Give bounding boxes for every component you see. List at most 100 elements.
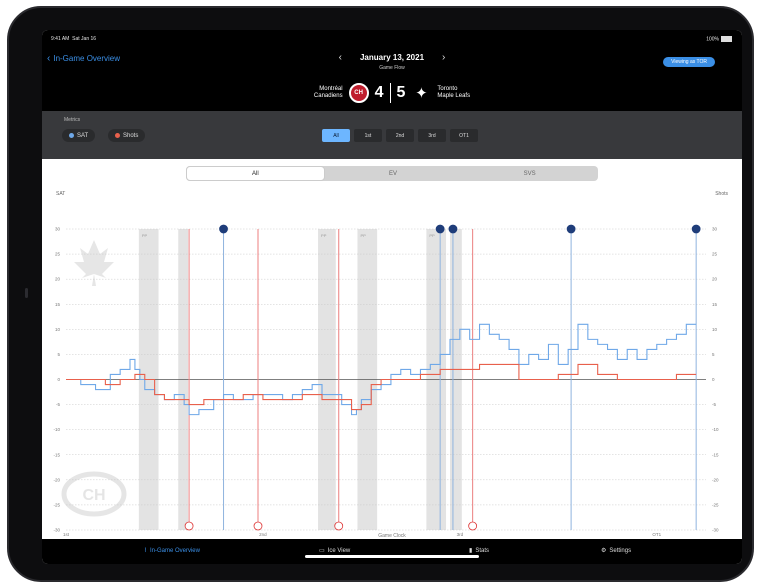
x-tick-label: 20:00 — [257, 538, 269, 539]
x-tick-label: 10:00 — [553, 538, 565, 539]
bottom-tab-bar: ⌇ In-Game Overview ▭ Ice View ▮ Stats ⚙ … — [42, 539, 742, 564]
x-tick-period-label: 2nd — [259, 532, 267, 537]
bar-chart-icon: ▮ — [469, 548, 473, 554]
period-1st[interactable]: 1st — [354, 129, 382, 142]
y-left-tick-label: -15 — [53, 452, 60, 457]
y-right-tick-label: 20 — [712, 277, 718, 282]
y-right-axis-label: Shots — [715, 191, 728, 197]
view-as-button[interactable]: Viewing as TOR — [663, 57, 715, 67]
series-line-shots — [66, 363, 697, 411]
status-date: Sat Jan 16 — [72, 36, 97, 42]
rink-icon: ▭ — [319, 548, 325, 554]
scoreboard: Montréal Canadiens CH 4 5 ✦ Toronto Mapl… — [42, 83, 742, 103]
metrics-label: Metrics — [64, 117, 81, 123]
period-ot1[interactable]: OT1 — [450, 129, 478, 142]
y-left-tick-label: 20 — [55, 277, 61, 282]
period-2nd[interactable]: 2nd — [386, 129, 414, 142]
gear-icon: ⚙ — [601, 548, 607, 554]
tab-stats[interactable]: ▮ Stats — [469, 547, 489, 555]
y-right-tick-label: -15 — [712, 452, 719, 457]
goal-marker-mtl — [184, 521, 194, 531]
chart-icon: ⌇ — [144, 548, 147, 554]
prev-game-chevron-icon[interactable]: ‹ — [338, 52, 342, 63]
y-right-tick-label: -20 — [712, 477, 719, 482]
maple-leafs-watermark-icon — [74, 240, 114, 286]
strength-tab-ev[interactable]: EV — [389, 170, 398, 177]
battery-percent: 100% — [706, 36, 719, 43]
penalty-label: PP — [321, 233, 327, 238]
tab-in-game-overview[interactable]: ⌇ In-Game Overview — [144, 547, 200, 555]
y-left-tick-label: 5 — [57, 352, 60, 357]
x-tick-period-label: 3rd — [457, 532, 464, 537]
goal-marker-tor — [435, 224, 445, 234]
game-flow-chart: PP PP PP PP SAT Shots Game Clock CH 30 30 25 2… — [53, 191, 728, 539]
y-right-tick-label: -30 — [712, 528, 719, 533]
home-team-name: Montréal Canadiens — [313, 86, 343, 99]
y-right-tick-label: -25 — [712, 502, 719, 507]
y-left-axis-label: SAT — [56, 191, 65, 197]
penalty-label: PP — [429, 233, 435, 238]
y-left-tick-label: 10 — [55, 327, 61, 332]
x-tick-label: 15:00 — [503, 538, 515, 539]
tablet-frame: 9:41 AM Sat Jan 16 100% ‹ In-Game Overvi… — [7, 6, 754, 582]
away-team-name: Toronto Maple Leafs — [437, 86, 471, 99]
date-navigator: ‹ January 13, 2021 › Game Flow — [42, 52, 742, 71]
canadiens-watermark-icon: CH — [61, 471, 127, 517]
series-line-sat — [66, 323, 697, 416]
y-right-tick-label: -5 — [712, 402, 716, 407]
strength-tab-all[interactable]: All — [186, 166, 325, 181]
tab-settings[interactable]: ⚙ Settings — [601, 547, 632, 555]
metric-label-shots: Shots — [123, 132, 139, 139]
sat-dot-icon — [69, 133, 74, 138]
x-tick-label: 20:00 — [60, 538, 72, 539]
y-right-tick-label: 0 — [712, 377, 715, 382]
y-right-tick-label: 5 — [712, 352, 715, 357]
y-left-tick-label: 25 — [55, 252, 61, 257]
y-right-tick-label: 15 — [712, 302, 718, 307]
goal-marker-tor — [691, 224, 701, 234]
score-divider — [389, 83, 391, 103]
period-selector: All 1st 2nd 3rd OT1 — [322, 129, 478, 142]
y-left-tick-label: -25 — [53, 502, 60, 507]
back-button[interactable]: ‹ In-Game Overview — [47, 53, 120, 64]
goal-marker-mtl — [334, 521, 344, 531]
back-label: In-Game Overview — [53, 54, 121, 63]
penalty-label: PP — [142, 233, 148, 238]
x-tick-label: 20:00 — [454, 538, 466, 539]
y-right-tick-label: 25 — [712, 252, 718, 257]
x-tick-label: 5:00 — [406, 538, 415, 539]
canadiens-logo-icon: CH — [348, 83, 369, 103]
metrics-bar: Metrics SAT Shots All 1st 2nd 3rd OT1 — [42, 111, 742, 159]
maple-leafs-logo-icon: ✦ — [411, 83, 432, 103]
x-tick-label: 5:00 — [652, 538, 661, 539]
next-game-chevron-icon[interactable]: › — [442, 52, 446, 63]
strength-tab-svs[interactable]: SVS — [523, 170, 536, 177]
goal-marker-tor — [566, 224, 576, 234]
tablet-camera — [25, 288, 28, 298]
x-tick-label: 15:00 — [307, 538, 319, 539]
goal-marker-tor — [448, 224, 458, 234]
y-left-tick-label: -5 — [56, 402, 60, 407]
x-tick-label: 5:00 — [603, 538, 612, 539]
x-tick-label: 15:00 — [110, 538, 122, 539]
chevron-left-icon: ‹ — [47, 53, 51, 64]
shots-dot-icon — [115, 133, 120, 138]
period-all[interactable]: All — [322, 129, 350, 142]
y-left-tick-label: 30 — [55, 227, 61, 232]
y-right-tick-label: 10 — [712, 327, 718, 332]
y-right-tick-label: 30 — [712, 227, 718, 232]
goal-marker-tor — [219, 224, 228, 234]
away-score: 5 — [396, 84, 406, 101]
metric-toggle-sat[interactable]: SAT — [62, 129, 96, 142]
period-3rd[interactable]: 3rd — [418, 129, 446, 142]
goal-marker-mtl — [468, 521, 478, 531]
y-left-tick-label: 0 — [57, 377, 60, 382]
goal-marker-mtl — [253, 521, 263, 531]
y-left-tick-label: -30 — [53, 528, 60, 533]
game-date: January 13, 2021 — [359, 53, 425, 62]
metric-toggle-shots[interactable]: Shots — [108, 129, 146, 142]
metric-label-sat: SAT — [77, 132, 89, 139]
home-score: 4 — [374, 84, 384, 101]
y-right-tick-label: -10 — [712, 427, 719, 432]
tab-ice-view[interactable]: ▭ Ice View — [319, 547, 351, 555]
